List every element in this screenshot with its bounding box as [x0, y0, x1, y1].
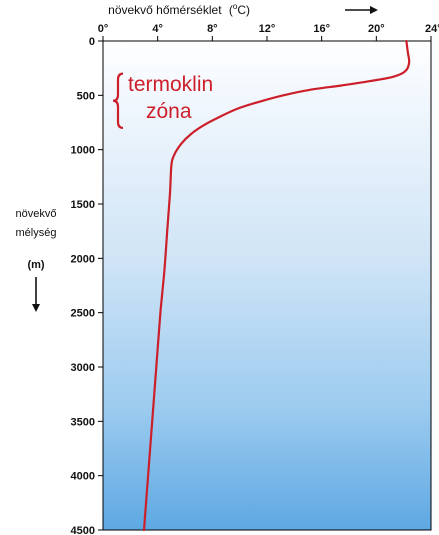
- y-axis-title-line-1: növekvő: [16, 208, 57, 220]
- y-tick-label: 4500: [71, 525, 95, 535]
- y-tick-label: 3500: [71, 416, 95, 428]
- y-tick-label: 500: [77, 90, 95, 102]
- y-axis-ticks: [98, 40, 103, 531]
- x-tick-label: 24°: [425, 23, 439, 35]
- x-axis-tick-labels: 0° 4° 8° 12° 16° 20° 24°: [98, 23, 439, 35]
- y-tick-label: 0: [89, 36, 95, 48]
- thermocline-label-line-2: zóna: [146, 100, 192, 123]
- y-tick-label: 1500: [71, 199, 95, 211]
- temperature-profile-line: [142, 39, 411, 532]
- x-axis-title: növekvő hőmérséklet (oC): [108, 2, 250, 17]
- y-axis-down-arrow-icon: [32, 277, 40, 312]
- x-tick-label: 0°: [98, 23, 109, 35]
- y-tick-label: 1000: [71, 145, 95, 157]
- plot-area: [102, 40, 432, 531]
- y-axis-title-line-2: mélység: [16, 227, 57, 239]
- x-axis-ticks: [102, 36, 432, 41]
- x-tick-label: 20°: [368, 23, 385, 35]
- x-tick-label: 16°: [313, 23, 330, 35]
- y-tick-label: 3000: [71, 362, 95, 374]
- x-tick-label: 12°: [259, 23, 276, 35]
- x-tick-label: 8°: [207, 23, 218, 35]
- y-tick-label: 4000: [71, 471, 95, 483]
- y-tick-label: 2500: [71, 308, 95, 320]
- thermocline-label-line-1: termoklin: [128, 73, 213, 96]
- x-tick-label: 4°: [152, 23, 163, 35]
- y-axis-tick-labels: 0 500 1000 1500 2000 2500 3000 3500 4000 4500: [71, 36, 95, 535]
- thermocline-brace-icon: [112, 72, 124, 130]
- y-tick-label: 2000: [71, 253, 95, 265]
- x-axis-arrow-icon: [345, 6, 378, 14]
- y-axis-unit: (m): [27, 259, 44, 271]
